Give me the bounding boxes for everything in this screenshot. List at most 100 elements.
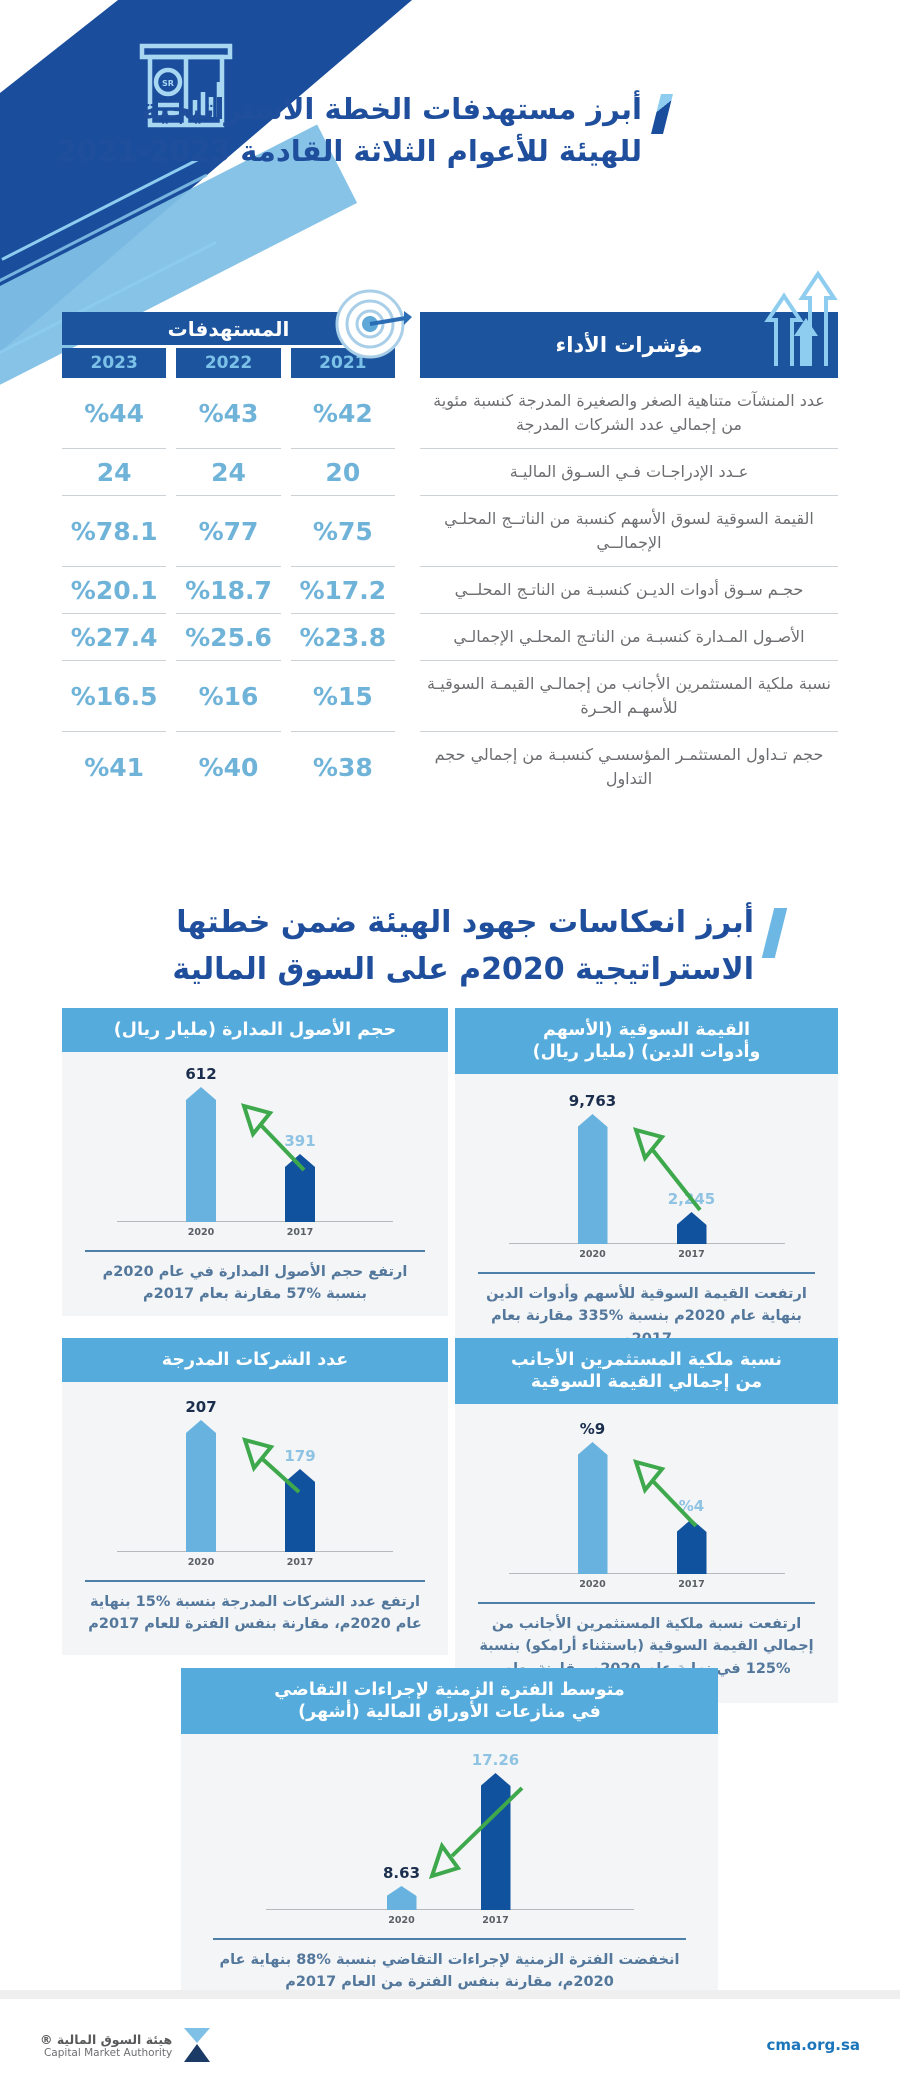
kpi-table: المستهدفات 2023 2022 2021 مؤشرات الأداء	[62, 270, 838, 802]
chart-title: متوسط الفترة الزمنية لإجراءات التقاضي في …	[181, 1668, 718, 1734]
bar-value-label: 391	[284, 1132, 316, 1150]
table-row: %78.1 %77 %75 القيمة السوقية لسوق الأسهم…	[62, 495, 838, 566]
footer-divider	[0, 1990, 900, 1999]
bar-year-label: 2020	[579, 1579, 606, 1590]
bar-year-label: 2020	[187, 1557, 215, 1568]
targets-header-label: المستهدفات	[167, 316, 290, 341]
year-2022: 2022	[176, 348, 281, 378]
trend-up-arrow-icon	[632, 1127, 702, 1212]
table-row: %20.1 %18.7 %17.2 حجـم سـوق أدوات الديـن…	[62, 566, 838, 613]
indicator-label: حجم تـداول المستثمـر المؤسسـي كنسبـة من …	[420, 731, 838, 802]
value-2023: %16.5	[62, 660, 167, 731]
bar-year-label: 2020	[187, 1227, 215, 1238]
bar-year-label: 2020	[388, 1915, 415, 1926]
kpi-table-header: المستهدفات 2023 2022 2021 مؤشرات الأداء	[62, 270, 838, 378]
value-2022: %77	[176, 495, 281, 566]
bar-value-label: 207	[185, 1398, 217, 1416]
bar-year-label: 2017	[286, 1227, 314, 1238]
bar-2020: 207 2020	[184, 1398, 218, 1568]
target-bullseye-icon	[334, 285, 412, 367]
bar-plot: 8.63 2020 17.26 2017	[250, 1748, 650, 1926]
year-2021: 2021	[290, 348, 395, 378]
bar-2020: 8.63 2020	[383, 1864, 421, 1926]
section1-title-line1: أبرز مستهدفات الخطة الاستراتيجية	[141, 92, 642, 126]
table-row: %44 %43 %42 عدد المنشآت متناهية الصغر وا…	[62, 378, 838, 448]
bar-shape	[186, 1420, 216, 1552]
bar-2017: %4 2017	[675, 1497, 709, 1590]
chart-area: 8.63 2020 17.26 2017 انخفضت الفترة الزمن…	[181, 1734, 718, 1994]
chart-area: 612 2020 391 2017 ارتفع حجم الأصول المدا…	[62, 1052, 448, 1316]
cma-logo-mark-icon	[184, 2028, 211, 2062]
value-2021: %38	[290, 731, 395, 802]
chart-title: عدد الشركات المدرجة	[62, 1338, 448, 1382]
year-2023: 2023	[62, 348, 167, 378]
trend-down-arrow-icon	[428, 1786, 523, 1880]
value-2023: %44	[84, 398, 145, 428]
section2-title-line1: أبرز انعكاسات جهود الهيئة ضمن خطتها	[176, 905, 754, 940]
indicator-label: الأصـول المـدارة كنسبـة من الناتـج المحل…	[420, 613, 838, 660]
value-2022: %18.7	[176, 566, 281, 613]
website-link[interactable]: cma.org.sa	[766, 2036, 860, 2054]
chart-area: 207 2020 179 2017 ارتفع عدد الشركات المد…	[62, 1382, 448, 1655]
chart-title: القيمة السوقية (الأسهم وأدوات الدين) (ملي…	[455, 1008, 838, 1074]
caption-divider	[213, 1938, 686, 1940]
chart-card-listed-companies: عدد الشركات المدرجة 207 2020 179 2017	[62, 1338, 448, 1655]
bar-year-label: 2017	[678, 1579, 705, 1590]
section2-title-line2: الاستراتيجية 2020م على السوق المالية	[172, 951, 754, 987]
chart-area: %9 2020 %4 2017 ارتفعت نسبة ملكية المستث…	[455, 1404, 838, 1703]
bar-2020: 9,763 2020	[569, 1092, 616, 1260]
table-row: %27.4 %25.6 %23.8 الأصـول المـدارة كنسبـ…	[62, 613, 838, 660]
indicator-label: القيمة السوقية لسوق الأسهم كنسبة من النا…	[420, 495, 838, 566]
value-2023: %27.4	[62, 613, 167, 660]
indicator-label: عدد المنشآت متناهية الصغر والصغيرة المدر…	[433, 391, 825, 434]
value-2021: %42	[312, 398, 373, 428]
caption-divider	[85, 1580, 425, 1582]
bar-value-label: 8.63	[383, 1864, 421, 1882]
value-2021: 20	[290, 448, 395, 495]
caption-divider	[477, 1272, 816, 1274]
bar-shape	[386, 1886, 417, 1910]
value-2021: %23.8	[290, 613, 395, 660]
bar-shape	[577, 1114, 608, 1244]
bar-plot: 207 2020 179 2017	[105, 1396, 405, 1568]
value-2023: %41	[62, 731, 167, 802]
x-axis	[508, 1573, 785, 1574]
trend-up-arrow-icon	[241, 1437, 301, 1494]
x-axis	[508, 1243, 785, 1244]
value-2022: %25.6	[176, 613, 281, 660]
indicator-label: نسبة ملكية المستثمرين الأجانب من إجمالـي…	[420, 660, 838, 731]
value-2023: 24	[62, 448, 167, 495]
rising-arrows-icon	[762, 268, 844, 376]
cma-logo-english-text: Capital Market Authority	[43, 2046, 173, 2059]
bar-2017: 2,245 2017	[668, 1190, 715, 1260]
table-row: %41 %40 %38 حجم تـداول المستثمـر المؤسسـ…	[62, 731, 838, 802]
bar-value-label: %4	[678, 1497, 705, 1515]
caption-divider	[477, 1602, 816, 1604]
section1-title-line2: للهيئة للأعوام الثلاثة القادمة 2023-2021	[56, 134, 642, 169]
value-2022: %40	[176, 731, 281, 802]
chart-card-market-cap: القيمة السوقية (الأسهم وأدوات الدين) (ملي…	[455, 1008, 838, 1351]
indicators-header-bar: مؤشرات الأداء	[420, 270, 838, 378]
bar-year-label: 2017	[678, 1249, 705, 1260]
bar-shape	[480, 1773, 511, 1910]
value-2021: %75	[290, 495, 395, 566]
bar-value-label: 612	[185, 1065, 217, 1083]
bar-plot: %9 2020 %4 2017	[497, 1418, 797, 1590]
bar-value-label: %9	[579, 1420, 606, 1438]
value-2022: 24	[176, 448, 281, 495]
x-axis	[117, 1221, 393, 1222]
trend-up-arrow-icon	[240, 1103, 306, 1172]
value-2023: %78.1	[62, 495, 167, 566]
bar-year-label: 2020	[579, 1249, 606, 1260]
bar-2020: %9 2020	[576, 1420, 610, 1590]
cma-logo-arabic-text: هيئة السوق المالية ®	[40, 2031, 173, 2047]
value-2021: %17.2	[290, 566, 395, 613]
x-axis	[265, 1909, 634, 1910]
bar-year-label: 2017	[286, 1557, 314, 1568]
value-2021: %15	[290, 660, 395, 731]
bar-year-label: 2017	[482, 1915, 509, 1926]
banner-stripe	[1, 158, 199, 261]
bar-plot: 612 2020 391 2017	[105, 1065, 405, 1238]
banner-stripe	[0, 173, 208, 286]
value-2022: %43	[198, 398, 259, 428]
